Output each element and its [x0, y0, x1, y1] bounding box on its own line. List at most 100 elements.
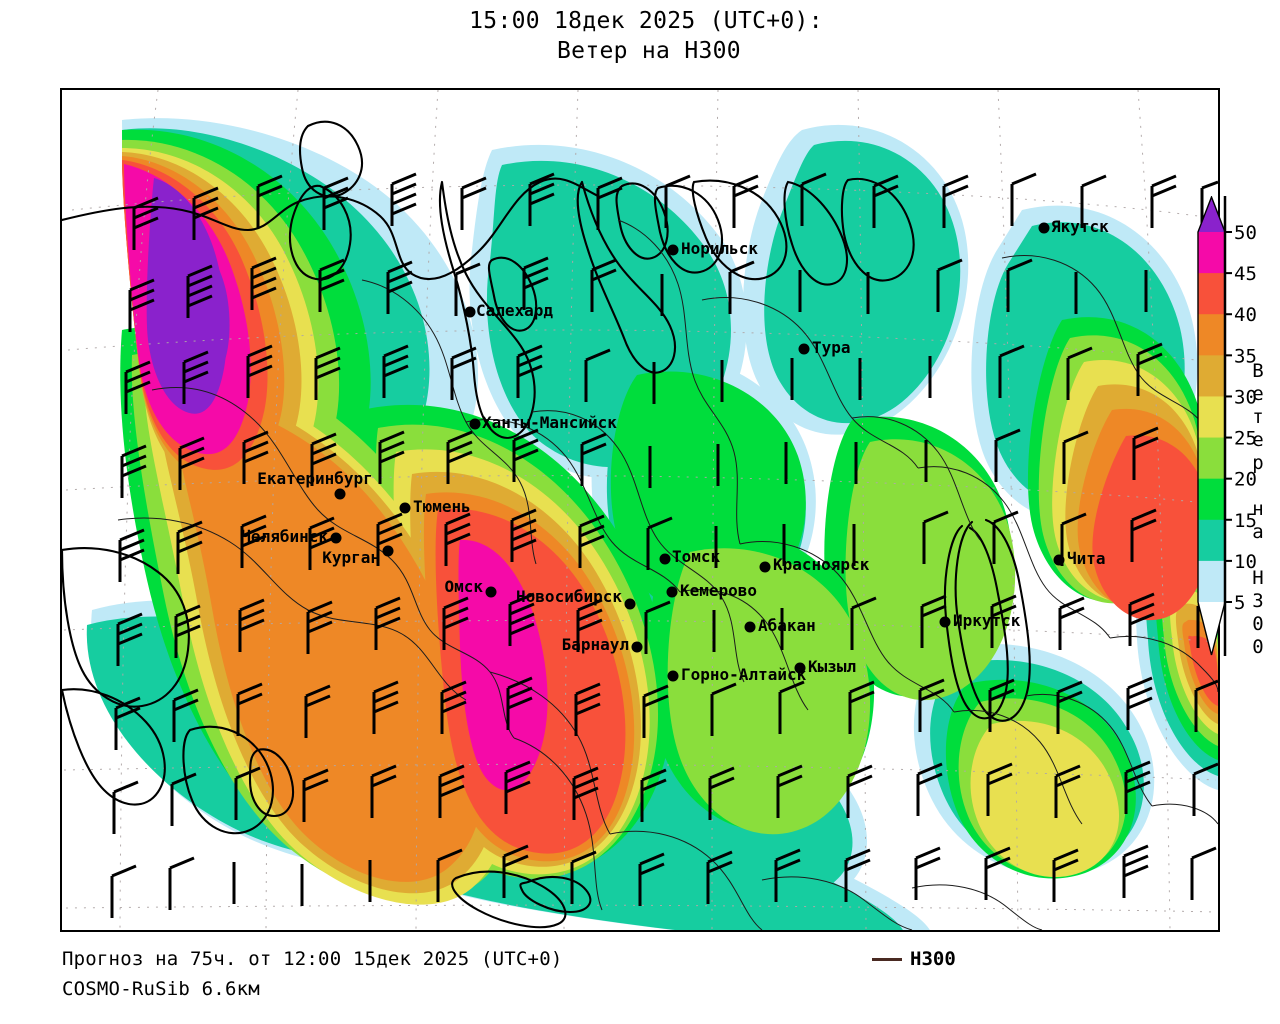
city-label: Тюмень — [413, 497, 471, 516]
colorbar-band — [1198, 560, 1225, 603]
wind-barb-layer — [110, 172, 1218, 918]
city-dot — [624, 598, 636, 610]
colorbar-band — [1198, 519, 1225, 562]
title-valid-time: 15:00 18дек 2025 (UTC+0): — [469, 8, 823, 34]
city-label: Барнаул — [562, 635, 629, 654]
model-info-text: COSMO-RuSib 6.6км — [62, 978, 260, 1000]
colorbar-tick-label: 25 — [1234, 428, 1257, 450]
city-dot — [659, 553, 671, 565]
city-dot — [334, 488, 346, 500]
city-label: Екатеринбург — [257, 469, 373, 488]
city-layer: Якутск Норильск Салехард Тура Ханты-Мансийск… — [241, 217, 1109, 684]
city-label: Курган — [322, 548, 380, 567]
colorbar-band — [1198, 478, 1225, 521]
chart-title-block: 15:00 18дек 2025 (UTC+0): Ветер на H300 — [0, 6, 1280, 67]
city-label: Норильск — [681, 239, 758, 258]
colorbar-overflow-arrow — [1198, 197, 1225, 232]
colorbar-svg[interactable]: 50 45 40 35 30 25 20 15 10 5 — [1196, 196, 1280, 656]
city-marker: Кемерово — [666, 581, 757, 600]
city-label: Омск — [444, 577, 483, 596]
footer-row-model: COSMO-RuSib 6.6км — [62, 978, 1242, 1008]
colorbar-tick-label: 20 — [1234, 469, 1257, 491]
colorbar-tick-labels: 50 45 40 35 30 25 20 15 10 5 — [1234, 222, 1257, 614]
colorbar-band — [1198, 314, 1225, 356]
city-dot — [794, 662, 806, 674]
city-marker: Чита — [1053, 549, 1106, 568]
colorbar-band — [1198, 437, 1225, 480]
city-label: Чита — [1067, 549, 1106, 568]
colorbar-tick-label: 10 — [1234, 551, 1257, 573]
city-marker: Горно-Алтайск — [667, 665, 807, 684]
city-label: Новосибирск — [516, 587, 622, 606]
city-dot — [744, 621, 756, 633]
colorbar-axis-title: Ветер на H300 — [1247, 360, 1269, 659]
title-variable: Ветер на H300 — [557, 38, 741, 65]
colorbar-tick-label: 30 — [1234, 386, 1257, 408]
city-label: Тура — [812, 338, 851, 357]
city-marker: Иркутск — [939, 611, 1021, 630]
city-dot — [631, 641, 643, 653]
city-marker: Кызыл — [794, 657, 856, 676]
city-marker: Томск — [659, 547, 721, 566]
city-dot — [382, 545, 394, 557]
city-dot — [667, 670, 679, 682]
city-dot — [1038, 222, 1050, 234]
city-marker: Омск — [444, 577, 497, 598]
city-dot — [469, 418, 481, 430]
city-dot — [667, 244, 679, 256]
footer-block: Прогноз на 75ч. от 12:00 15дек 2025 (UTC… — [62, 948, 1242, 1008]
colorbar-band — [1198, 232, 1225, 274]
city-label: Кемерово — [680, 581, 757, 600]
city-label: Якутск — [1051, 217, 1109, 236]
colorbar-band — [1198, 396, 1225, 439]
colorbar[interactable]: 50 45 40 35 30 25 20 15 10 5 — [1196, 196, 1280, 656]
legend-h300: H300 — [872, 948, 956, 970]
colorbar-tick-label: 35 — [1234, 345, 1257, 367]
colorbar-band — [1198, 355, 1225, 398]
city-label: Томск — [672, 547, 721, 566]
city-marker: Челябинск — [241, 527, 342, 546]
city-dot — [759, 561, 771, 573]
city-dot — [464, 306, 476, 318]
city-marker: Красноярск — [759, 555, 870, 574]
city-dot — [330, 532, 342, 544]
colorbar-bands — [1197, 196, 1226, 656]
forecast-info-text: Прогноз на 75ч. от 12:00 15дек 2025 (UTC… — [62, 948, 563, 970]
footer-row-forecast: Прогноз на 75ч. от 12:00 15дек 2025 (UTC… — [62, 948, 1242, 978]
city-marker: Новосибирск — [516, 587, 636, 610]
city-marker: Барнаул — [562, 635, 643, 654]
city-marker: Абакан — [744, 616, 816, 635]
city-dot — [485, 586, 497, 598]
city-marker: Салехард — [464, 301, 553, 320]
city-marker: Норильск — [667, 239, 758, 258]
city-label: Иркутск — [953, 611, 1021, 630]
city-label: Красноярск — [773, 555, 870, 574]
city-dot — [939, 616, 951, 628]
city-label: Челябинск — [241, 527, 328, 546]
city-label: Кызыл — [808, 657, 856, 676]
city-marker: Екатеринбург — [257, 469, 373, 500]
colorbar-tick-label: 45 — [1234, 263, 1257, 285]
map-frame[interactable]: Якутск Норильск Салехард Тура Ханты-Мансийск… — [60, 88, 1220, 932]
colorbar-tick-label: 50 — [1234, 222, 1257, 244]
city-marker: Курган — [322, 545, 394, 567]
city-label: Горно-Алтайск — [681, 665, 807, 684]
city-dot — [798, 343, 810, 355]
city-dot — [1053, 554, 1065, 566]
weather-map-canvas[interactable]: Якутск Норильск Салехард Тура Ханты-Мансийск… — [62, 90, 1218, 930]
colorbar-band — [1198, 273, 1225, 315]
city-marker: Ханты-Мансийск — [469, 413, 617, 432]
city-dot — [399, 502, 411, 514]
legend-h300-label: H300 — [910, 948, 956, 970]
colorbar-underflow-arrow — [1198, 602, 1225, 655]
city-label: Ханты-Мансийск — [482, 413, 617, 432]
city-label: Абакан — [758, 616, 816, 635]
filled-contour-field — [86, 118, 1218, 930]
city-marker: Тюмень — [399, 497, 471, 516]
colorbar-tick-label: 40 — [1234, 304, 1257, 326]
city-marker: Якутск — [1038, 217, 1109, 236]
colorbar-tick-label: 15 — [1234, 510, 1257, 532]
city-marker: Тура — [798, 338, 851, 357]
colorbar-tick-label: 5 — [1234, 592, 1245, 614]
city-dot — [666, 586, 678, 598]
